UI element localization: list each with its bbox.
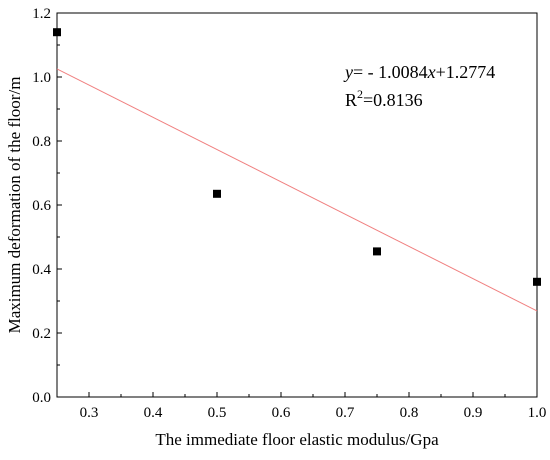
data-point-2	[373, 247, 381, 256]
fit-equation-yvar: y	[343, 62, 353, 82]
data-point-1	[213, 189, 221, 198]
data-point-0	[53, 28, 61, 37]
fit-equation-intercept: +1.2774	[436, 62, 496, 82]
fit-equation-xvar: x	[427, 62, 436, 82]
y-axis-ticks: 0.0 0.2 0.4 0.6 0.8 1.0 1.2	[32, 6, 62, 406]
x-axis-ticks: 0.3 0.4 0.5 0.6 0.7 0.8 0.9 1.0	[56, 392, 547, 421]
x-tick-label-2: 0.5	[208, 405, 227, 421]
r-squared-sup: 2	[357, 87, 363, 101]
r-squared-label: R2=0.8136	[345, 87, 423, 110]
x-tick-label-3: 0.6	[272, 405, 291, 421]
r-squared-value: =0.8136	[363, 90, 423, 110]
y-tick-label-3: 0.6	[32, 198, 51, 214]
fit-equation-coef: = - 1.0084	[353, 62, 428, 82]
x-tick-label-0: 0.3	[80, 405, 99, 421]
data-points	[53, 28, 541, 286]
y-tick-label-6: 1.2	[32, 6, 51, 22]
y-axis-title: Maximum deformation of the floor/m	[5, 77, 24, 334]
fit-equation: y= - 1.0084x+1.2774	[343, 62, 495, 82]
x-tick-label-1: 0.4	[144, 405, 163, 421]
x-tick-label-7: 1.0	[528, 405, 547, 421]
y-tick-label-4: 0.8	[32, 134, 51, 150]
y-tick-label-5: 1.0	[32, 70, 51, 86]
x-tick-label-4: 0.7	[336, 405, 355, 421]
y-tick-label-2: 0.4	[32, 262, 51, 278]
y-tick-label-0: 0.0	[32, 390, 51, 406]
x-tick-label-6: 0.9	[464, 405, 483, 421]
x-axis-title: The immediate floor elastic modulus/Gpa	[155, 430, 439, 449]
y-tick-label-1: 0.2	[32, 326, 51, 342]
x-tick-label-5: 0.8	[400, 405, 419, 421]
fit-line	[56, 68, 538, 312]
data-point-3	[533, 277, 541, 286]
r-squared-prefix: R	[345, 90, 357, 110]
